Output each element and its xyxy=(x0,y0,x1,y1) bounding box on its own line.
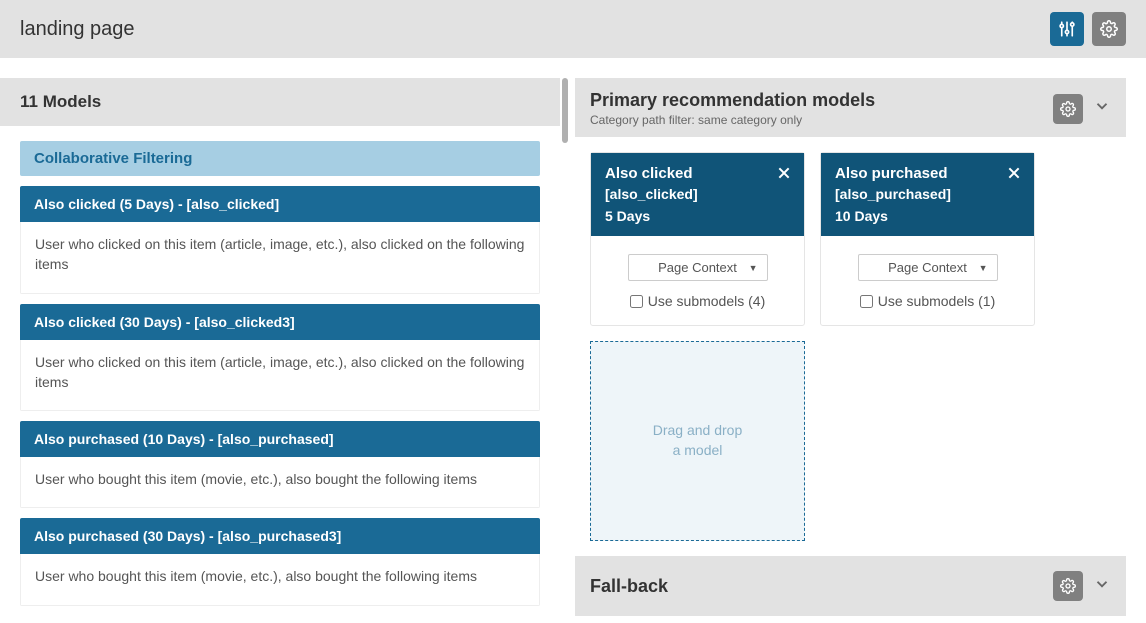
primary-section: Primary recommendation models Category p… xyxy=(575,78,1126,541)
selected-model-body: Page Context Use submodels (4) xyxy=(591,236,804,325)
sliders-button[interactable] xyxy=(1050,12,1084,46)
selected-model-title: Also clicked xyxy=(605,165,790,182)
selected-models-row: Also clicked [also_clicked] 5 Days Page … xyxy=(575,137,1126,326)
selected-model-header: Also clicked [also_clicked] 5 Days xyxy=(591,153,804,236)
fallback-section: Fall-back xyxy=(575,556,1126,616)
model-card[interactable]: Also clicked (5 Days) - [also_clicked] U… xyxy=(20,186,540,294)
model-drop-zone[interactable]: Drag and drop a model xyxy=(590,341,805,541)
model-card[interactable]: Also clicked (30 Days) - [also_clicked3]… xyxy=(20,304,540,412)
chevron-down-icon xyxy=(1093,575,1111,593)
primary-settings-button[interactable] xyxy=(1053,94,1083,124)
header-actions xyxy=(1050,12,1126,46)
models-count-header: 11 Models xyxy=(0,78,560,126)
selected-model-id: [also_clicked] xyxy=(605,186,790,202)
page-header: landing page xyxy=(0,0,1146,58)
model-card-title: Also purchased (30 Days) - [also_purchas… xyxy=(20,518,540,554)
close-icon xyxy=(776,165,792,181)
model-card-title: Also clicked (5 Days) - [also_clicked] xyxy=(20,186,540,222)
close-icon xyxy=(1006,165,1022,181)
selected-model-card[interactable]: Also purchased [also_purchased] 10 Days … xyxy=(820,152,1035,326)
submodels-checkbox-input[interactable] xyxy=(630,295,643,308)
models-scroll[interactable]: 11 Models Collaborative Filtering Also c… xyxy=(0,78,560,623)
use-submodels-checkbox[interactable]: Use submodels (4) xyxy=(630,293,766,309)
remove-model-button[interactable] xyxy=(776,165,792,186)
selected-model-title: Also purchased xyxy=(835,165,1020,182)
use-submodels-checkbox[interactable]: Use submodels (1) xyxy=(860,293,996,309)
model-card-description: User who clicked on this item (article, … xyxy=(20,222,540,294)
context-select[interactable]: Page Context xyxy=(858,254,998,281)
selected-model-days: 5 Days xyxy=(605,208,790,224)
fallback-settings-button[interactable] xyxy=(1053,571,1083,601)
submodels-label: Use submodels (1) xyxy=(878,293,996,309)
selected-model-id: [also_purchased] xyxy=(835,186,1020,202)
category-collaborative-filtering[interactable]: Collaborative Filtering xyxy=(20,141,540,176)
config-panel: Primary recommendation models Category p… xyxy=(575,78,1126,623)
settings-button[interactable] xyxy=(1092,12,1126,46)
selected-model-body: Page Context Use submodels (1) xyxy=(821,236,1034,325)
model-card-description: User who clicked on this item (article, … xyxy=(20,340,540,412)
fallback-title: Fall-back xyxy=(590,576,668,597)
context-select[interactable]: Page Context xyxy=(628,254,768,281)
selected-model-card[interactable]: Also clicked [also_clicked] 5 Days Page … xyxy=(590,152,805,326)
model-card-title: Also purchased (10 Days) - [also_purchas… xyxy=(20,421,540,457)
submodels-label: Use submodels (4) xyxy=(648,293,766,309)
selected-model-days: 10 Days xyxy=(835,208,1020,224)
collapse-toggle[interactable] xyxy=(1093,97,1111,120)
sliders-icon xyxy=(1058,20,1076,38)
model-card-description: User who bought this item (movie, etc.),… xyxy=(20,554,540,605)
page-title: landing page xyxy=(20,18,135,41)
selected-model-header: Also purchased [also_purchased] 10 Days xyxy=(821,153,1034,236)
submodels-checkbox-input[interactable] xyxy=(860,295,873,308)
primary-subtitle: Category path filter: same category only xyxy=(590,113,875,127)
model-card[interactable]: Also purchased (30 Days) - [also_purchas… xyxy=(20,518,540,605)
model-card-title: Also clicked (30 Days) - [also_clicked3] xyxy=(20,304,540,340)
main-content: 11 Models Collaborative Filtering Also c… xyxy=(0,58,1146,623)
chevron-down-icon xyxy=(1093,97,1111,115)
model-card-description: User who bought this item (movie, etc.),… xyxy=(20,457,540,508)
collapse-toggle[interactable] xyxy=(1093,575,1111,598)
gear-icon xyxy=(1060,101,1076,117)
primary-section-header: Primary recommendation models Category p… xyxy=(575,78,1126,137)
drop-zone-label: Drag and drop a model xyxy=(653,421,743,460)
fallback-section-header: Fall-back xyxy=(575,556,1126,616)
models-panel: 11 Models Collaborative Filtering Also c… xyxy=(0,78,560,623)
model-card[interactable]: Also purchased (10 Days) - [also_purchas… xyxy=(20,421,540,508)
gear-icon xyxy=(1100,20,1118,38)
remove-model-button[interactable] xyxy=(1006,165,1022,186)
primary-title: Primary recommendation models xyxy=(590,90,875,111)
gear-icon xyxy=(1060,578,1076,594)
